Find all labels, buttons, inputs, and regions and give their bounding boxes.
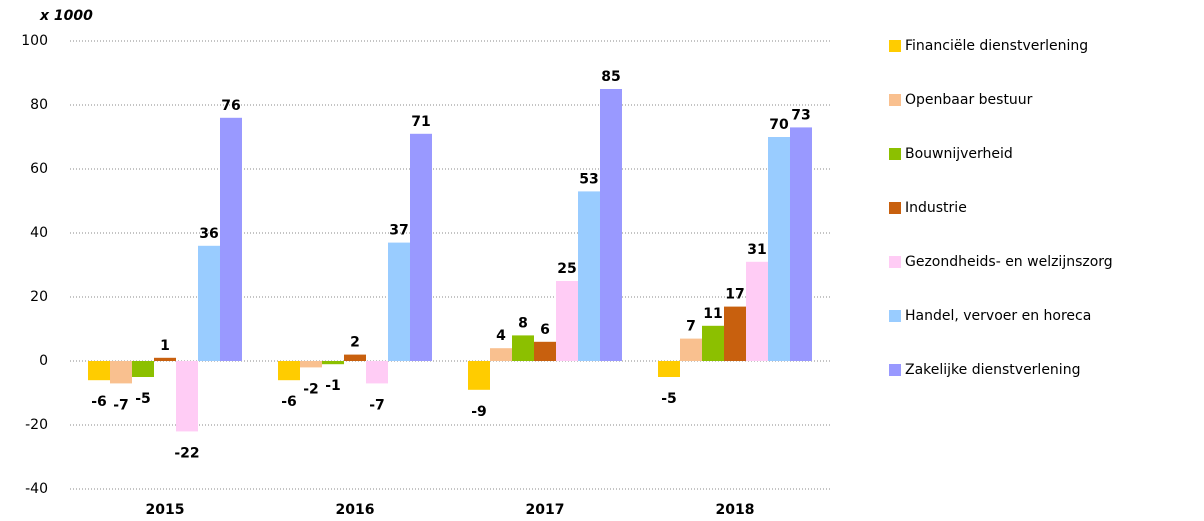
value-label: -1 [325,378,341,394]
value-label: 6 [540,322,550,338]
bar [534,341,556,361]
y-tick-label: 100 [21,33,48,49]
value-label: 11 [703,306,722,322]
legend-swatch [889,94,901,106]
value-label: -5 [661,391,677,407]
legend-label: Industrie [905,200,967,216]
bar [658,361,680,377]
value-label: 37 [389,223,408,239]
y-unit-label: x 1000 [39,8,93,24]
bar [220,117,242,361]
bar [468,361,490,390]
y-tick-label: 20 [30,289,48,305]
x-tick-label: 2016 [336,502,375,518]
bar [154,357,176,361]
x-tick-label: 2018 [716,502,755,518]
bar [724,306,746,361]
x-tick-label: 2017 [526,502,565,518]
value-label: 8 [518,315,528,331]
value-label: 36 [199,226,218,242]
value-label: 71 [411,114,430,130]
value-label: 76 [221,98,240,114]
value-label: -6 [281,394,297,410]
bar [88,361,110,381]
bar [300,361,322,368]
legend-label: Financiële dienstverlening [905,38,1088,54]
value-label: 1 [160,338,170,354]
legend-swatch [889,40,901,52]
bar [278,361,300,381]
y-tick-label: 60 [30,161,48,177]
value-label: -6 [91,394,107,410]
bar [768,137,790,361]
bar [746,261,768,361]
value-label: -5 [135,391,151,407]
value-label: -2 [303,381,319,397]
value-label: 73 [791,107,810,123]
bar [680,338,702,361]
value-label: -7 [113,397,129,413]
bar [176,361,198,432]
value-label: 53 [579,171,598,187]
value-label: 25 [557,261,576,277]
value-label: -22 [174,445,199,461]
value-label: 7 [686,319,696,335]
legend-swatch [889,310,901,322]
y-tick-label: 40 [30,225,48,241]
bar [410,133,432,361]
bar [366,361,388,384]
value-label: -7 [369,397,385,413]
x-tick-label: 2015 [146,502,185,518]
value-label: -9 [471,404,487,420]
bar [322,361,344,365]
legend-label: Gezondheids- en welzijnszorg [905,254,1113,270]
bar [198,245,220,361]
value-label: 17 [725,287,744,303]
value-label: 31 [747,242,766,258]
bar [490,348,512,361]
value-label: 85 [601,69,620,85]
legend-swatch [889,202,901,214]
value-label: 70 [769,117,789,133]
legend-label: Openbaar bestuur [905,92,1033,108]
bar [556,281,578,361]
bar [702,325,724,361]
y-tick-label: -20 [25,417,48,433]
value-label: 2 [350,335,360,351]
bar [388,242,410,361]
legend-label: Zakelijke dienstverlening [905,362,1080,378]
legend-swatch [889,256,901,268]
legend-swatch [889,364,901,376]
bar [578,191,600,361]
value-label: 4 [496,328,506,344]
legend-swatch [889,148,901,160]
y-tick-label: 0 [39,353,48,369]
bar [132,361,154,377]
legend-label: Bouwnijverheid [905,146,1013,162]
y-tick-label: -40 [25,481,48,497]
legend-label: Handel, vervoer en horeca [905,308,1091,324]
bar [790,127,812,362]
bar [344,354,366,361]
bar [110,361,132,384]
bar [512,335,534,361]
bar [600,89,622,361]
y-tick-label: 80 [30,97,48,113]
